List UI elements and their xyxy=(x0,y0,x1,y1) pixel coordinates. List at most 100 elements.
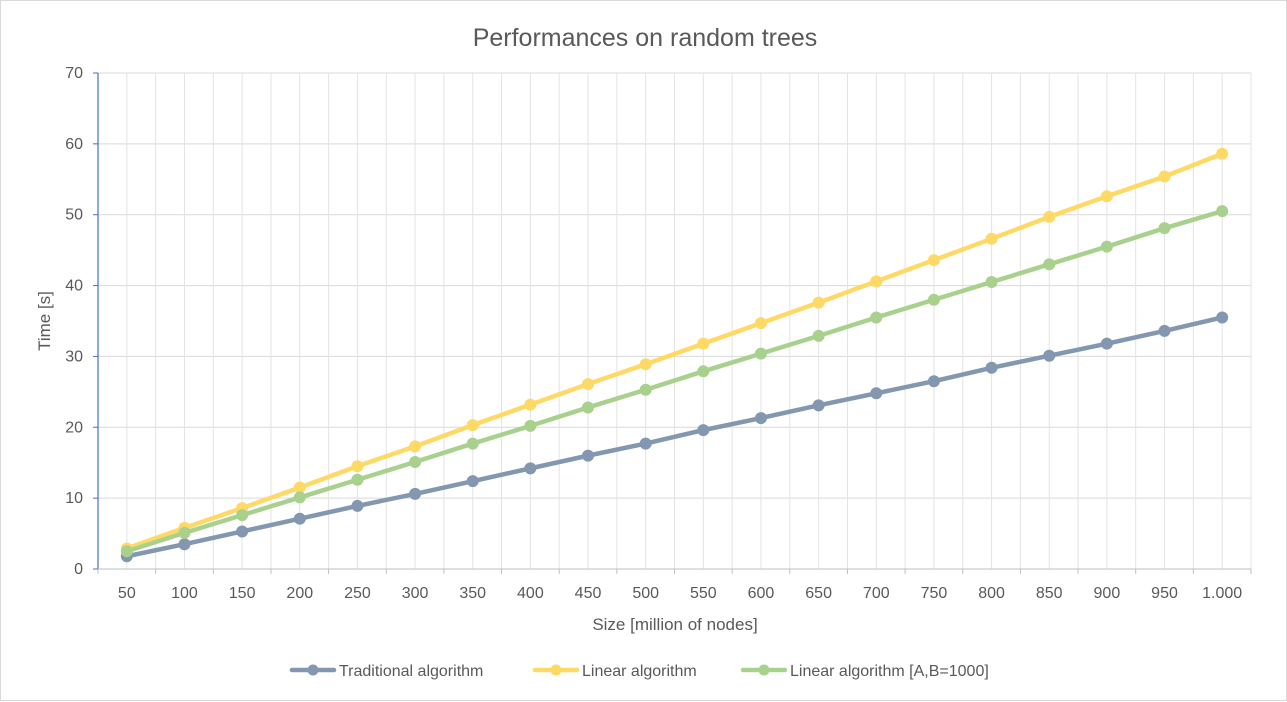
legend-item: Linear algorithm xyxy=(532,663,697,680)
data-point xyxy=(582,449,595,462)
y-tick-label: 50 xyxy=(65,207,83,224)
data-point xyxy=(466,437,479,450)
data-point xyxy=(524,419,537,432)
data-point xyxy=(409,456,422,469)
legend-marker xyxy=(307,664,319,676)
data-point xyxy=(524,398,537,411)
data-point xyxy=(639,358,652,371)
series-traditional-algorithm xyxy=(120,311,1229,563)
series-linear-algorithm-a-b-1000 xyxy=(120,205,1229,558)
grid xyxy=(98,72,1252,569)
series-line-linear-algorithm-a-b-1000 xyxy=(124,208,1225,554)
x-tick-label: 800 xyxy=(978,585,1005,602)
data-point xyxy=(1216,147,1229,160)
data-point xyxy=(1043,258,1056,271)
x-tick-label: 600 xyxy=(748,585,775,602)
series-line-traditional-algorithm xyxy=(124,315,1225,559)
data-point xyxy=(754,412,767,425)
data-point xyxy=(697,337,710,350)
chart-title: Performances on random trees xyxy=(473,24,818,52)
x-tick-label: 250 xyxy=(344,585,371,602)
data-point xyxy=(927,293,940,306)
y-axis-title: Time [s] xyxy=(35,291,54,351)
data-point xyxy=(1043,349,1056,362)
data-point xyxy=(1158,324,1171,337)
x-axis-title: Size [million of nodes] xyxy=(592,615,757,634)
y-tick-label: 40 xyxy=(65,278,83,295)
data-point xyxy=(812,399,825,412)
legend-label: Linear algorithm [A,B=1000] xyxy=(790,663,989,680)
data-point xyxy=(639,437,652,450)
data-point xyxy=(697,365,710,378)
x-tick-label: 500 xyxy=(632,585,659,602)
series-linear-algorithm xyxy=(120,147,1229,555)
data-point xyxy=(351,473,364,486)
y-tick-label: 0 xyxy=(74,561,83,578)
data-point xyxy=(582,378,595,391)
data-point xyxy=(582,401,595,414)
legend-item: Traditional algorithm xyxy=(289,663,483,680)
data-point xyxy=(178,526,191,539)
legend: Traditional algorithm Linear algorithm Lin… xyxy=(289,663,989,680)
data-point xyxy=(1158,222,1171,235)
data-point xyxy=(409,440,422,453)
y-tick-label: 10 xyxy=(65,490,83,507)
x-tick-label: 300 xyxy=(402,585,429,602)
y-tick-label: 70 xyxy=(65,65,83,82)
data-point xyxy=(870,275,883,288)
data-point xyxy=(870,387,883,400)
legend-item: Linear algorithm [A,B=1000] xyxy=(740,663,989,680)
data-point xyxy=(466,475,479,488)
data-point xyxy=(236,509,249,522)
data-point xyxy=(1158,170,1171,183)
x-tick-label: 750 xyxy=(921,585,948,602)
legend-label: Linear algorithm xyxy=(582,663,697,680)
x-tick-label: 150 xyxy=(229,585,256,602)
data-point xyxy=(236,525,249,538)
x-tick-label: 950 xyxy=(1151,585,1178,602)
data-point xyxy=(870,311,883,324)
data-point xyxy=(409,487,422,500)
data-point xyxy=(293,491,306,504)
data-point xyxy=(639,383,652,396)
data-point xyxy=(1043,210,1056,223)
data-point xyxy=(351,460,364,473)
data-point xyxy=(1216,205,1229,218)
x-tick-label: 450 xyxy=(575,585,602,602)
data-point xyxy=(697,424,710,437)
data-point xyxy=(351,499,364,512)
y-tick-label: 60 xyxy=(65,136,83,153)
x-tick-label: 200 xyxy=(286,585,313,602)
legend-label: Traditional algorithm xyxy=(339,663,483,680)
x-tick-label: 350 xyxy=(459,585,486,602)
data-point xyxy=(1100,240,1113,253)
data-point xyxy=(120,545,133,558)
data-point xyxy=(927,254,940,267)
x-tick-label: 700 xyxy=(863,585,890,602)
data-point xyxy=(466,419,479,432)
legend-marker xyxy=(758,664,770,676)
data-point xyxy=(293,512,306,525)
y-tick-label: 20 xyxy=(65,419,83,436)
data-point xyxy=(927,375,940,388)
data-point xyxy=(985,276,998,289)
x-tick-label: 100 xyxy=(171,585,198,602)
data-point xyxy=(754,317,767,330)
data-point xyxy=(985,361,998,374)
y-tick-label: 30 xyxy=(65,348,83,365)
legend-marker xyxy=(550,664,562,676)
data-point xyxy=(1216,311,1229,324)
data-point xyxy=(1100,337,1113,350)
x-tick-label: 400 xyxy=(517,585,544,602)
data-point xyxy=(1100,190,1113,203)
data-point xyxy=(293,481,306,494)
x-tick-label: 900 xyxy=(1094,585,1121,602)
x-tick-label: 650 xyxy=(805,585,832,602)
data-point xyxy=(178,538,191,551)
x-tick-label: 1.000 xyxy=(1202,585,1242,602)
series-layer xyxy=(120,147,1229,563)
x-tick-label: 550 xyxy=(690,585,717,602)
x-tick-label: 50 xyxy=(118,585,136,602)
